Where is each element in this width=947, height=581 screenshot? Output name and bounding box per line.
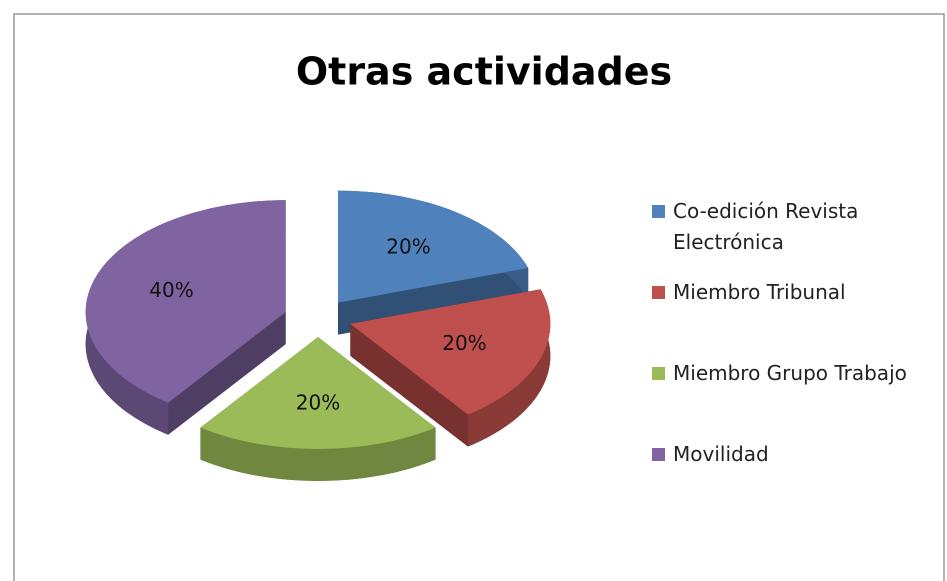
slice-side <box>467 289 551 447</box>
data-label: 20% <box>296 391 340 415</box>
legend-swatch <box>652 286 665 299</box>
legend-swatch <box>652 205 665 218</box>
slice-wall <box>168 312 286 435</box>
legend-label: Miembro Grupo Trabajo <box>673 361 907 385</box>
data-label: 20% <box>442 331 486 355</box>
slice-top <box>337 190 529 303</box>
pie-slice <box>350 289 551 447</box>
slice-wall <box>350 323 468 447</box>
legend-item: Miembro Grupo Trabajo <box>652 358 937 439</box>
legend-label: Co-edición Revista Electrónica <box>673 199 859 254</box>
slice-side <box>200 427 436 482</box>
legend-swatch <box>652 448 665 461</box>
legend-label: Miembro Tribunal <box>673 280 846 304</box>
slice-top <box>200 337 436 450</box>
slice-top <box>350 289 551 415</box>
slice-top <box>85 200 286 403</box>
pie-slice <box>85 200 286 435</box>
chart-title: Otras actividades <box>296 50 672 94</box>
legend-item: Co-edición Revista Electrónica <box>652 196 937 277</box>
data-label: 20% <box>386 235 430 259</box>
legend-label: Movilidad <box>673 442 769 466</box>
legend-swatch <box>652 367 665 380</box>
legend-item: Miembro Tribunal <box>652 277 937 358</box>
legend: Co-edición Revista Electrónica Miembro Tr… <box>652 196 937 520</box>
legend-item: Movilidad <box>652 439 937 520</box>
pie-slice <box>200 337 436 482</box>
data-label: 40% <box>149 278 193 302</box>
